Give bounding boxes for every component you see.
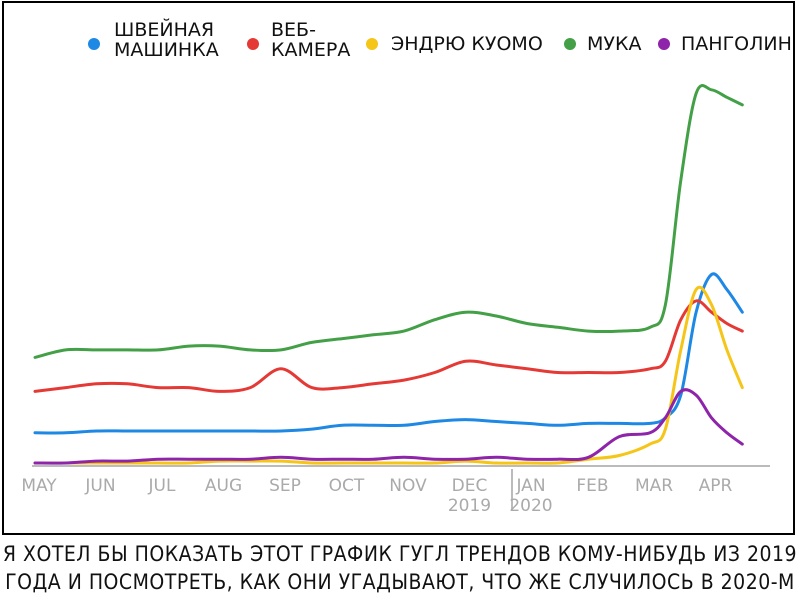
caption: Я хотел бы показать этот график Гугл тре…	[0, 540, 800, 596]
legend-marker-pangolin	[658, 38, 670, 50]
x-tick-label-apr: APR	[699, 476, 733, 496]
x-tick-label-may: MAY	[21, 476, 57, 496]
series-line-flour	[33, 84, 744, 359]
legend-marker-andrew-cuomo	[366, 38, 378, 50]
x-tick-label-aug: AUG	[205, 476, 242, 496]
legend-label-pangolin: ПАНГОЛИН	[681, 33, 792, 55]
comic-panel: MAY JUN JUL AUG SEP OCT NOV DEC 2019 JAN 2020 FEB MA…	[2, 1, 795, 535]
legend-marker-sewing-machine	[88, 38, 100, 50]
legend-label-flour: МУКА	[587, 33, 641, 55]
series-line-andrew-cuomo	[33, 285, 744, 465]
x-tick-label-jun: JUN	[84, 476, 115, 496]
series-line-sewing-machine	[33, 272, 744, 435]
legend-label-sewing-machine-2: МАШИНКА	[114, 39, 219, 61]
legend-label-webcam-2: КАМЕРА	[271, 39, 350, 61]
caption-line-2: года и посмотреть, как они угадывают, чт…	[5, 570, 795, 594]
x-tick-label-oct: OCT	[329, 476, 365, 496]
series-line-pangolin	[33, 388, 744, 465]
x-tick-label-nov: NOV	[389, 476, 427, 496]
legend-label-andrew-cuomo: ЭНДРЮ КУОМО	[391, 33, 543, 55]
legend-marker-flour	[564, 38, 576, 50]
x-tick-label-jul: JUL	[148, 476, 176, 496]
x-tick-year-2019: 2019	[448, 496, 491, 516]
x-tick-label-mar: MAR	[635, 476, 673, 496]
legend-label-webcam-1: ВЕБ-	[271, 19, 316, 41]
series-line-webcam	[33, 299, 744, 393]
caption-line-1: Я хотел бы показать этот график Гугл тре…	[2, 542, 798, 566]
x-tick-label-dec: DEC	[452, 476, 488, 496]
x-tick-label-jan: JAN	[515, 476, 545, 496]
legend-label-sewing-machine-1: ШВЕЙНАЯ	[114, 18, 214, 41]
legend-marker-webcam	[247, 38, 259, 50]
x-tick-year-2020: 2020	[509, 496, 552, 516]
x-tick-label-sep: SEP	[269, 476, 301, 496]
x-tick-label-feb: FEB	[576, 476, 608, 496]
